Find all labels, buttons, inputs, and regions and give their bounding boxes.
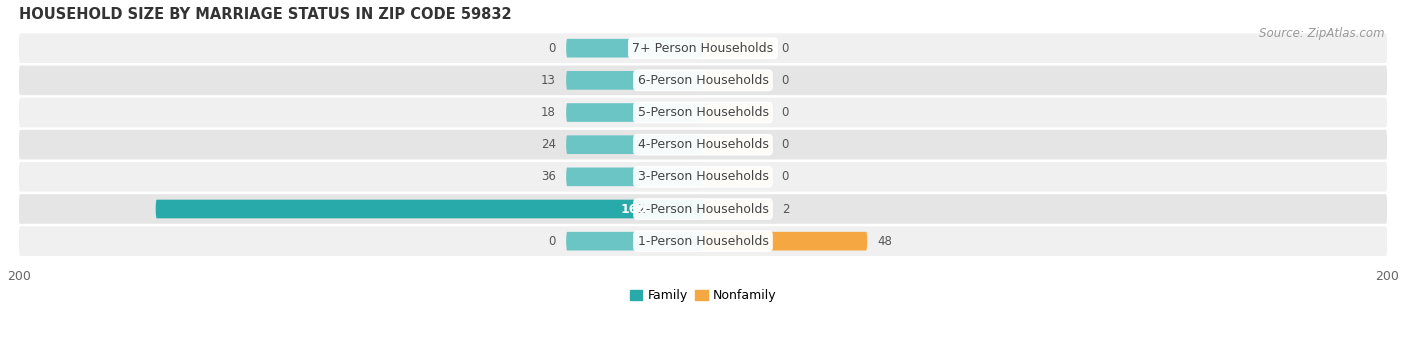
FancyBboxPatch shape xyxy=(703,135,772,154)
Text: 24: 24 xyxy=(541,138,555,151)
FancyBboxPatch shape xyxy=(567,103,703,122)
Text: 0: 0 xyxy=(782,170,789,183)
FancyBboxPatch shape xyxy=(703,200,772,218)
Text: 0: 0 xyxy=(782,106,789,119)
FancyBboxPatch shape xyxy=(703,232,868,251)
Text: 6-Person Households: 6-Person Households xyxy=(637,74,769,87)
FancyBboxPatch shape xyxy=(18,33,1388,63)
Text: 2: 2 xyxy=(782,203,789,216)
FancyBboxPatch shape xyxy=(18,226,1388,256)
FancyBboxPatch shape xyxy=(156,200,703,218)
Text: 13: 13 xyxy=(541,74,555,87)
Legend: Family, Nonfamily: Family, Nonfamily xyxy=(624,284,782,308)
FancyBboxPatch shape xyxy=(18,98,1388,127)
FancyBboxPatch shape xyxy=(18,162,1388,192)
Text: 1-Person Households: 1-Person Households xyxy=(637,235,769,248)
Text: 18: 18 xyxy=(541,106,555,119)
FancyBboxPatch shape xyxy=(18,130,1388,160)
Text: 0: 0 xyxy=(782,74,789,87)
FancyBboxPatch shape xyxy=(18,65,1388,95)
Text: 7+ Person Households: 7+ Person Households xyxy=(633,42,773,55)
Text: 5-Person Households: 5-Person Households xyxy=(637,106,769,119)
FancyBboxPatch shape xyxy=(703,39,772,58)
FancyBboxPatch shape xyxy=(703,71,772,90)
Text: 48: 48 xyxy=(877,235,893,248)
Text: Source: ZipAtlas.com: Source: ZipAtlas.com xyxy=(1260,27,1385,40)
Text: 0: 0 xyxy=(782,42,789,55)
FancyBboxPatch shape xyxy=(567,232,703,251)
FancyBboxPatch shape xyxy=(567,71,703,90)
FancyBboxPatch shape xyxy=(567,39,703,58)
Text: 4-Person Households: 4-Person Households xyxy=(637,138,769,151)
Text: 3-Person Households: 3-Person Households xyxy=(637,170,769,183)
Text: 0: 0 xyxy=(548,235,555,248)
FancyBboxPatch shape xyxy=(18,194,1388,224)
FancyBboxPatch shape xyxy=(703,167,772,186)
FancyBboxPatch shape xyxy=(567,135,703,154)
Text: 0: 0 xyxy=(782,138,789,151)
Text: 36: 36 xyxy=(541,170,555,183)
FancyBboxPatch shape xyxy=(567,167,703,186)
Text: 0: 0 xyxy=(548,42,555,55)
FancyBboxPatch shape xyxy=(703,103,772,122)
Text: 160: 160 xyxy=(621,203,647,216)
Text: 2-Person Households: 2-Person Households xyxy=(637,203,769,216)
Text: HOUSEHOLD SIZE BY MARRIAGE STATUS IN ZIP CODE 59832: HOUSEHOLD SIZE BY MARRIAGE STATUS IN ZIP… xyxy=(18,7,512,22)
